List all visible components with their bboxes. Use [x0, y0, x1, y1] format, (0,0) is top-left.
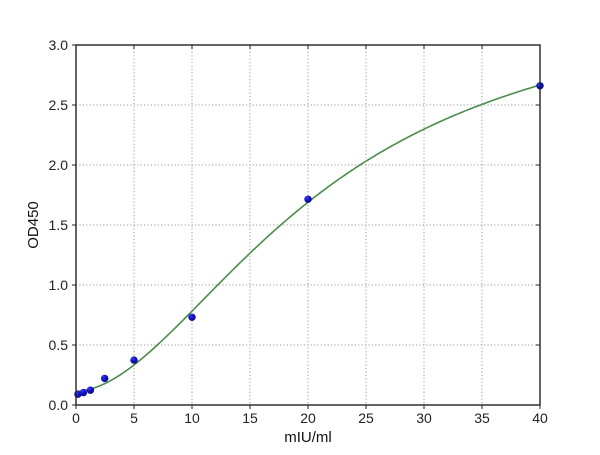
svg-text:5: 5 — [130, 410, 138, 426]
svg-text:0: 0 — [72, 410, 80, 426]
svg-text:35: 35 — [474, 410, 490, 426]
svg-text:10: 10 — [184, 410, 200, 426]
svg-text:mIU/ml: mIU/ml — [284, 429, 332, 446]
svg-text:40: 40 — [532, 410, 548, 426]
svg-text:30: 30 — [416, 410, 432, 426]
svg-text:1.5: 1.5 — [49, 217, 69, 233]
svg-text:OD450: OD450 — [25, 201, 42, 249]
svg-text:2.0: 2.0 — [49, 157, 69, 173]
svg-text:20: 20 — [300, 410, 316, 426]
svg-text:1.0: 1.0 — [49, 277, 69, 293]
svg-text:25: 25 — [358, 410, 374, 426]
svg-text:0.5: 0.5 — [49, 337, 69, 353]
svg-text:2.5: 2.5 — [49, 97, 69, 113]
svg-text:15: 15 — [242, 410, 258, 426]
svg-text:0.0: 0.0 — [49, 397, 69, 413]
svg-text:3.0: 3.0 — [49, 37, 69, 53]
